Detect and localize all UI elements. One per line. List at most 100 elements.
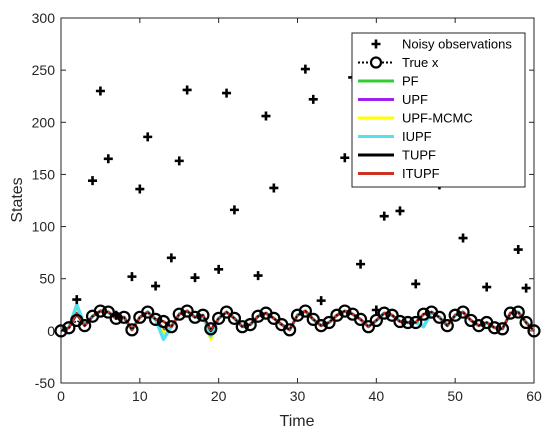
- observation-point: [269, 183, 279, 193]
- true-x-point: [417, 307, 431, 321]
- series-layer: [60, 303, 536, 341]
- true-x-point: [227, 311, 242, 325]
- observation-point: [261, 111, 271, 121]
- observation-point: [111, 310, 121, 320]
- observation-point: [253, 271, 263, 281]
- legend: Noisy observations True x PF UPF UPF-MCMC IUP…: [351, 32, 526, 188]
- true-x-point: [472, 319, 486, 333]
- true-x-point: [54, 324, 68, 338]
- true-x-point: [172, 307, 186, 321]
- x-axis-label: Time: [280, 413, 315, 430]
- observation-point: [482, 282, 492, 292]
- x-tick-label: 0: [57, 388, 65, 404]
- true-x-point: [196, 308, 210, 322]
- y-tick-label: 150: [32, 166, 56, 182]
- observation-point: [308, 94, 318, 104]
- marker-layer: [54, 48, 541, 338]
- true-x-point: [456, 305, 470, 319]
- observation-point: [88, 176, 98, 186]
- true-x-point: [93, 304, 108, 318]
- true-x-point: [243, 318, 257, 332]
- true-x-point: [495, 322, 510, 336]
- true-x-point: [377, 306, 391, 320]
- observation-point: [513, 245, 523, 255]
- observation-point: [135, 184, 145, 194]
- observation-point: [166, 253, 176, 263]
- true-x-point: [401, 315, 415, 330]
- true-x-point: [385, 308, 399, 322]
- true-x-point: [117, 310, 131, 324]
- true-x-point: [164, 320, 178, 334]
- true-x-point: [314, 319, 328, 333]
- true-x-point: [448, 308, 462, 322]
- true-x-point: [283, 323, 297, 337]
- x-tick-label: 60: [526, 388, 542, 404]
- true-x-point: [251, 309, 265, 323]
- observation-point: [214, 264, 224, 274]
- true-x-point: [361, 320, 376, 334]
- true-x-point: [204, 322, 218, 336]
- true-x-point: [527, 324, 541, 338]
- y-axis-label: States: [9, 177, 26, 222]
- y-tick-label: 100: [32, 219, 56, 235]
- observation-point: [521, 283, 531, 293]
- observation-point: [174, 156, 184, 166]
- true-x-point: [353, 312, 368, 326]
- true-x-point: [432, 310, 446, 324]
- true-x-point: [519, 315, 533, 330]
- y-tick-label: 0: [47, 323, 55, 339]
- true-x-point: [180, 304, 194, 318]
- observation-point: [316, 296, 326, 306]
- observation-point: [379, 211, 389, 221]
- true-x-point: [298, 304, 312, 318]
- true-x-point: [322, 315, 336, 330]
- observation-point: [103, 154, 113, 164]
- observation-point: [72, 295, 82, 305]
- true-x-point: [267, 311, 281, 325]
- legend-label: UPF-MCMC: [402, 111, 473, 126]
- y-tick-label: 200: [32, 114, 56, 130]
- legend-label: UPF: [402, 92, 428, 107]
- observation-point: [143, 132, 153, 142]
- observation-point: [151, 281, 161, 291]
- true-x-point: [338, 304, 352, 318]
- series-true-x-line: [60, 310, 535, 332]
- x-tick-label: 50: [447, 388, 463, 404]
- legend-box: [351, 32, 526, 188]
- observation-point: [182, 85, 192, 95]
- true-x-point: [125, 323, 139, 337]
- observation-point: [458, 233, 468, 243]
- true-x-point: [235, 320, 249, 334]
- observation-point: [222, 88, 232, 98]
- true-x-point: [369, 313, 383, 328]
- x-tick-label: 30: [290, 388, 306, 404]
- observation-point: [395, 206, 405, 216]
- legend-label: ITUPF: [402, 166, 440, 181]
- observation-point: [411, 279, 421, 289]
- observation-point: [229, 205, 239, 215]
- legend-swatch-marker: [369, 56, 383, 69]
- y-tick-label: 250: [32, 62, 56, 78]
- true-x-point: [511, 305, 525, 319]
- legend-label: IUPF: [402, 129, 432, 144]
- true-x-point: [149, 312, 163, 326]
- legend-label: TUPF: [402, 148, 436, 163]
- true-x-point: [306, 312, 320, 326]
- legend-label: Noisy observations: [402, 37, 512, 52]
- true-x-point: [487, 321, 502, 335]
- true-x-point: [62, 321, 76, 335]
- x-tick-label: 40: [369, 388, 385, 404]
- x-tick-label: 10: [132, 388, 148, 404]
- y-tick-label: 300: [32, 10, 56, 26]
- true-x-point: [141, 305, 155, 319]
- true-x-point: [409, 315, 423, 330]
- observation-point: [300, 64, 310, 74]
- true-x-point: [440, 319, 454, 333]
- x-tick-label: 20: [211, 388, 227, 404]
- observation-point: [190, 273, 200, 283]
- true-x-point: [503, 306, 517, 320]
- observation-point: [340, 153, 350, 163]
- y-tick-label: -50: [35, 375, 55, 391]
